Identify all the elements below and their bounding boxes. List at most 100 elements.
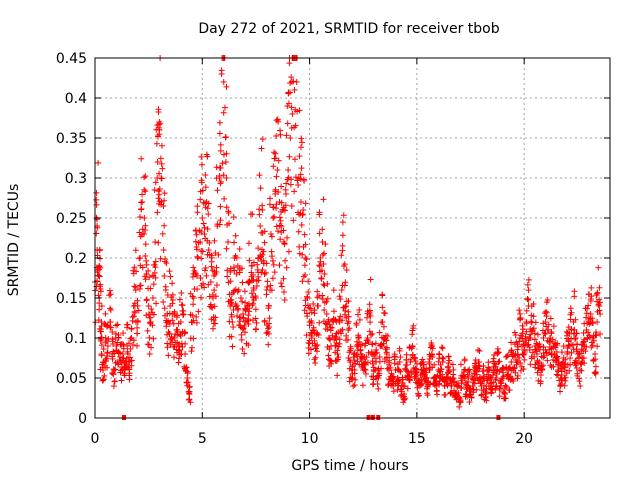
data-point <box>423 374 430 381</box>
data-point <box>301 307 308 314</box>
data-point <box>229 319 236 325</box>
y-tick-label: 0.4 <box>65 91 87 107</box>
data-point <box>540 335 547 341</box>
data-point <box>356 316 363 323</box>
data-point <box>194 203 201 210</box>
data-point <box>265 341 272 348</box>
data-point <box>323 311 330 317</box>
y-tick-label: 0.2 <box>65 251 87 267</box>
data-point <box>259 266 266 273</box>
data-point <box>154 209 161 216</box>
data-point <box>178 289 185 296</box>
data-point <box>350 383 357 390</box>
data-point <box>103 337 110 344</box>
data-point <box>193 319 200 326</box>
data-point <box>169 296 176 303</box>
data-point <box>299 278 306 285</box>
data-point <box>236 266 243 273</box>
data-point <box>235 287 242 293</box>
data-point <box>162 258 169 265</box>
data-point <box>152 179 159 186</box>
data-point <box>337 313 344 320</box>
data-point <box>128 357 135 364</box>
data-point <box>152 239 159 245</box>
data-point <box>362 370 369 377</box>
data-point <box>572 336 579 343</box>
data-point <box>261 239 268 246</box>
data-point <box>205 247 212 253</box>
data-point <box>194 209 201 216</box>
data-point <box>264 283 271 290</box>
data-point <box>498 380 505 387</box>
data-point <box>324 280 331 287</box>
data-point <box>147 319 154 325</box>
data-point <box>100 346 107 353</box>
data-point <box>134 330 141 337</box>
data-point <box>284 234 291 241</box>
data-point <box>143 312 150 319</box>
data-point <box>316 230 323 237</box>
data-point <box>462 393 469 400</box>
data-point <box>298 165 305 172</box>
data-point <box>485 359 492 366</box>
data-point <box>456 403 463 410</box>
data-point <box>334 351 341 357</box>
data-point <box>375 385 382 392</box>
data-point <box>141 186 148 193</box>
data-point <box>344 320 351 327</box>
data-point <box>264 278 271 285</box>
data-point <box>125 350 132 357</box>
data-point <box>278 199 285 206</box>
data-point <box>542 308 549 315</box>
data-point <box>95 292 102 299</box>
data-point <box>593 332 600 339</box>
data-point <box>253 319 260 326</box>
data-point <box>276 262 283 269</box>
data-point <box>278 280 285 287</box>
data-point <box>593 292 600 299</box>
data-point <box>561 367 568 373</box>
data-point <box>384 365 391 372</box>
data-point <box>102 335 109 341</box>
data-point <box>285 167 292 173</box>
data-point <box>307 346 314 353</box>
data-point <box>96 247 103 254</box>
y-axis-ticks: 0 0.05 0.1 0.15 0.2 0.25 0.3 0.35 0.4 0.45 <box>56 51 610 427</box>
data-point <box>517 360 524 367</box>
data-point <box>515 343 522 350</box>
data-point <box>275 189 282 196</box>
data-point <box>321 250 328 257</box>
data-point <box>200 220 207 227</box>
data-point <box>480 375 487 381</box>
data-point <box>516 307 523 314</box>
data-point <box>267 195 274 202</box>
data-point <box>212 314 219 321</box>
data-point <box>127 345 134 352</box>
data-point <box>406 373 413 380</box>
data-point <box>136 214 143 221</box>
data-point <box>574 370 581 377</box>
data-point <box>267 231 274 237</box>
data-point <box>400 399 407 406</box>
data-point <box>491 351 498 358</box>
data-point <box>284 120 291 127</box>
data-point <box>134 297 141 304</box>
data-point <box>560 343 567 350</box>
data-point <box>511 364 518 371</box>
data-point <box>404 385 411 392</box>
data-point <box>249 300 256 307</box>
data-point <box>549 336 556 343</box>
data-point <box>475 346 482 353</box>
data-point <box>295 175 302 181</box>
data-point <box>130 313 137 320</box>
data-point <box>588 293 595 300</box>
data-point <box>141 215 148 221</box>
data-point <box>345 298 352 305</box>
data-point <box>195 308 202 315</box>
data-point <box>266 323 273 330</box>
data-point <box>316 262 323 269</box>
data-point <box>343 303 350 309</box>
data-point <box>493 375 500 381</box>
data-point <box>526 344 533 351</box>
data-point <box>247 211 254 218</box>
